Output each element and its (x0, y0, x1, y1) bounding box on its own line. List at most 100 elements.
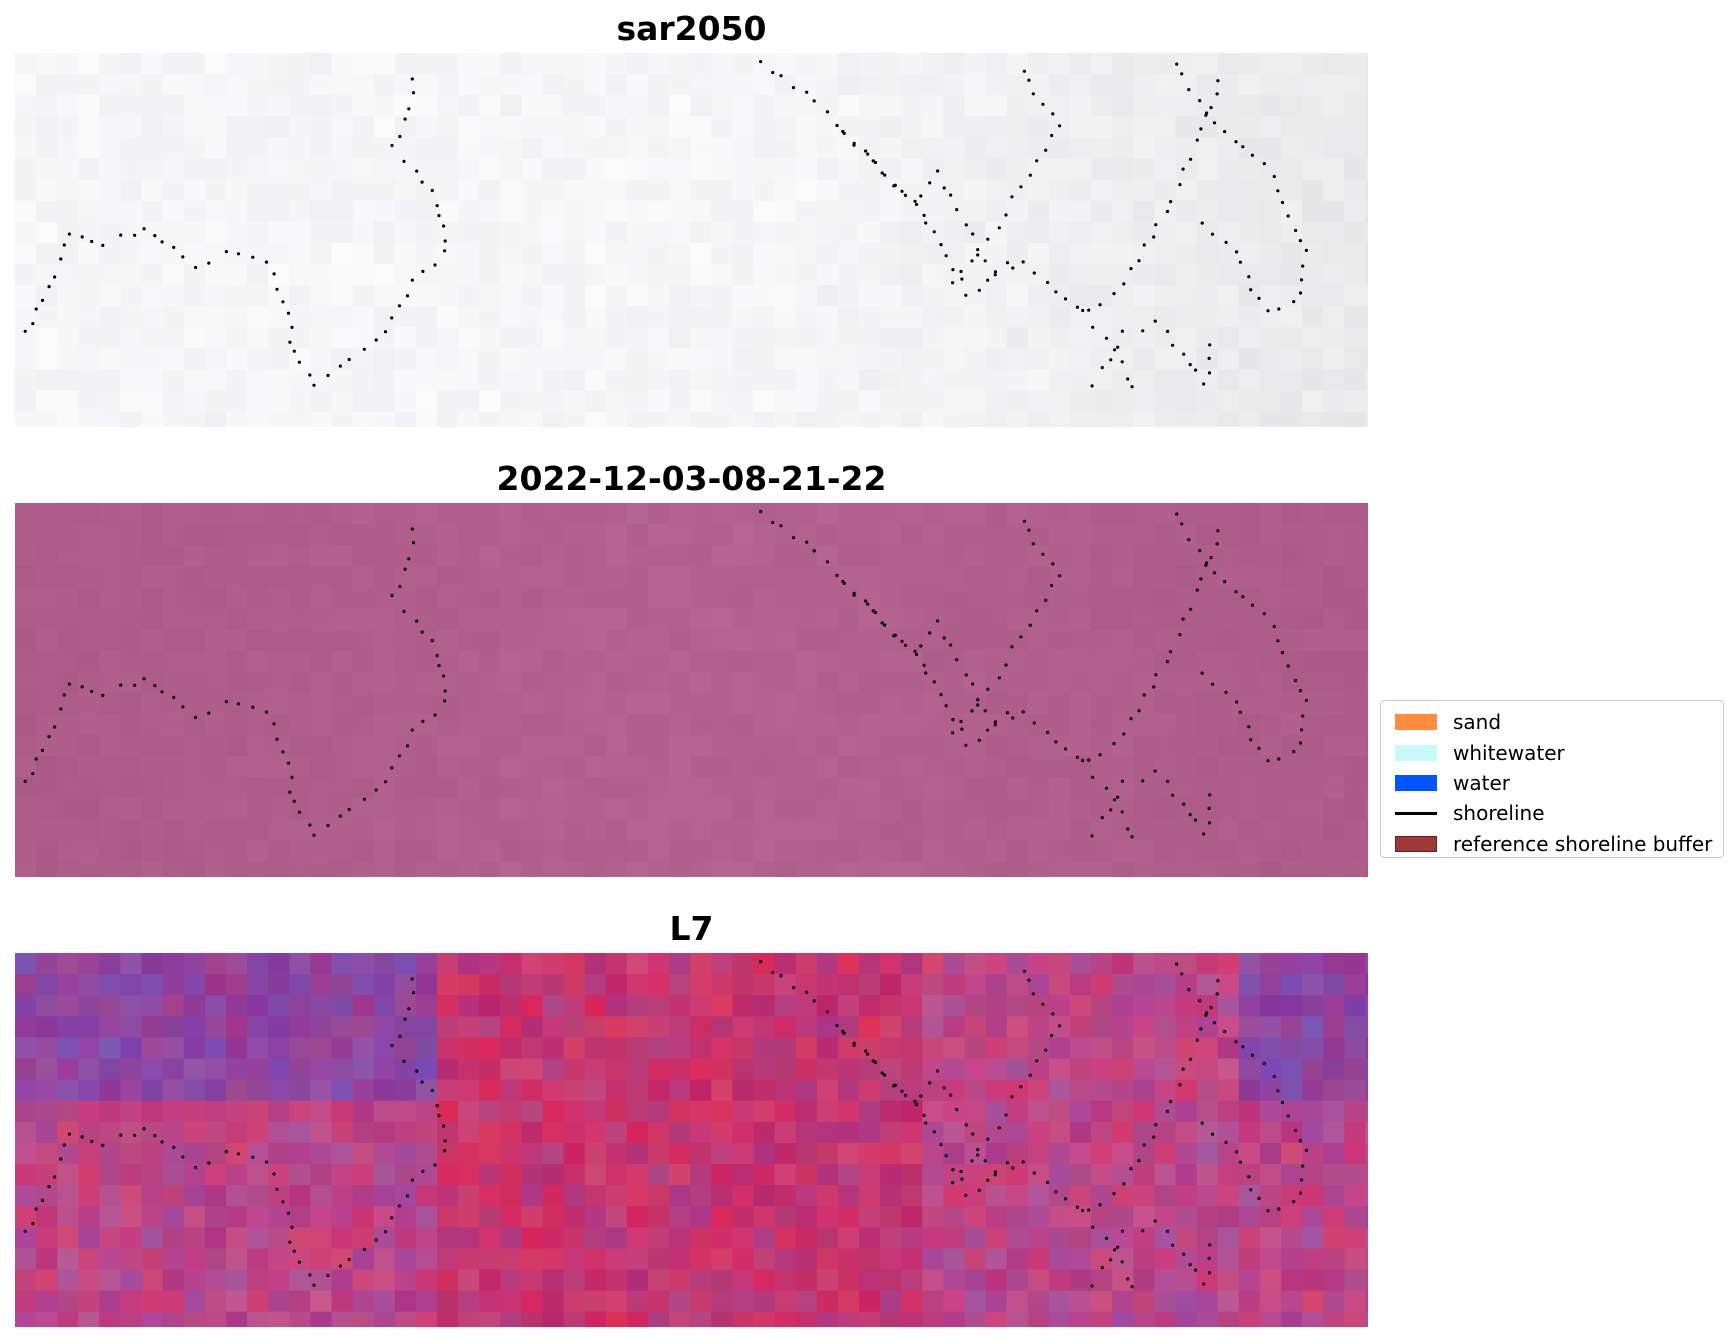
image-pixel (964, 1185, 987, 1207)
image-pixel (415, 819, 438, 842)
shoreline-point (1298, 291, 1303, 295)
shoreline-point (1187, 538, 1191, 542)
image-pixel (774, 74, 797, 96)
image-pixel (1048, 221, 1071, 244)
image-pixel (922, 587, 944, 610)
image-pixel (774, 1248, 797, 1271)
image-pixel (373, 306, 396, 328)
image-pixel (669, 1164, 691, 1186)
image-pixel (1048, 264, 1071, 286)
image-pixel (901, 1227, 923, 1249)
image-pixel (1091, 74, 1113, 96)
image-pixel (985, 545, 1008, 567)
image-pixel (289, 714, 311, 736)
image-pixel (901, 411, 923, 427)
image-pixel (331, 53, 354, 75)
image-pixel (922, 819, 944, 842)
image-pixel (479, 95, 501, 117)
image-pixel (648, 1058, 670, 1081)
image-pixel (78, 650, 100, 673)
image-pixel (373, 1248, 396, 1271)
image-pixel (1091, 650, 1113, 673)
image-pixel (268, 545, 290, 567)
image-pixel (1154, 264, 1177, 286)
image-pixel (1217, 179, 1240, 202)
image-pixel (901, 1164, 923, 1186)
image-pixel (1027, 629, 1050, 652)
shoreline-point (976, 1153, 980, 1157)
image-pixel (922, 840, 944, 863)
shoreline-point (951, 268, 955, 272)
image-pixel (458, 524, 480, 546)
image-pixel (584, 798, 607, 821)
image-pixel (732, 200, 755, 223)
image-pixel (437, 1248, 459, 1271)
image-pixel (36, 95, 58, 117)
image-pixel (1217, 545, 1240, 567)
shoreline-point (1058, 124, 1062, 128)
image-pixel (669, 221, 691, 244)
image-pixel (415, 1079, 438, 1102)
image-pixel (880, 503, 902, 525)
image-pixel (584, 735, 607, 757)
shoreline-point (903, 193, 908, 197)
image-pixel (1112, 1037, 1134, 1060)
image-pixel (922, 158, 944, 181)
image-pixel (415, 1100, 438, 1123)
image-pixel (922, 608, 944, 631)
image-pixel (415, 221, 438, 244)
image-pixel (837, 503, 860, 525)
image-pixel (162, 1290, 185, 1313)
image-pixel (605, 158, 628, 181)
image-pixel (1281, 1121, 1303, 1144)
image-pixel (943, 1142, 966, 1165)
image-pixel (141, 524, 164, 546)
image-pixel (36, 587, 58, 610)
image-pixel (1302, 861, 1324, 877)
image-pixel (1344, 1100, 1366, 1123)
image-pixel (1196, 714, 1219, 736)
shoreline-point (955, 208, 959, 212)
shoreline-point (1027, 528, 1031, 532)
shoreline-point (936, 169, 940, 173)
image-pixel (542, 714, 565, 736)
image-pixel (352, 629, 375, 652)
image-pixel (1048, 1248, 1071, 1271)
image-pixel (1048, 1037, 1071, 1060)
image-pixel (774, 200, 797, 223)
image-pixel (753, 95, 776, 117)
image-pixel (626, 692, 649, 715)
image-pixel (36, 545, 58, 567)
image-pixel (605, 327, 628, 349)
image-pixel (331, 95, 354, 117)
image-pixel (415, 798, 438, 821)
image-pixel (394, 264, 417, 286)
image-pixel (247, 1290, 269, 1313)
image-pixel (521, 327, 544, 349)
image-pixel (352, 53, 375, 75)
image-pixel (1048, 608, 1071, 631)
image-pixel (542, 221, 565, 244)
image-pixel (500, 735, 522, 757)
shoreline-point (142, 677, 146, 681)
image-pixel (711, 798, 733, 821)
image-pixel (99, 587, 122, 610)
image-pixel (711, 777, 733, 799)
image-pixel (141, 327, 164, 349)
image-pixel (204, 1079, 227, 1102)
image-pixel (1175, 221, 1198, 244)
image-pixel (415, 1164, 438, 1186)
image-pixel (352, 953, 375, 975)
image-pixel (394, 1164, 417, 1186)
image-pixel (36, 1164, 58, 1186)
image-pixel (1238, 116, 1261, 138)
image-pixel (1133, 1269, 1155, 1292)
image-pixel (816, 861, 839, 877)
image-pixel (753, 1290, 776, 1313)
image-pixel (690, 953, 712, 975)
image-pixel (78, 221, 100, 244)
image-pixel (1027, 545, 1050, 567)
image-pixel (1281, 714, 1303, 736)
image-pixel (1091, 1100, 1113, 1123)
image-pixel (310, 629, 333, 652)
